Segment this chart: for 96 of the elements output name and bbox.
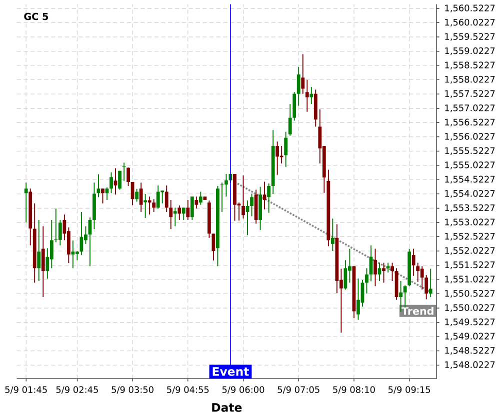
candlestick	[374, 248, 377, 286]
ref-line-label: Event	[212, 366, 249, 376]
x-tick-label: 5/9 06:00	[222, 386, 264, 394]
x-tick-label: 5/9 03:50	[112, 386, 154, 394]
y-tick-label: 1,560.0227	[445, 18, 495, 26]
candlestick	[152, 198, 156, 212]
candlestick	[301, 53, 305, 94]
candlestick	[186, 199, 190, 220]
candlestick	[198, 191, 202, 206]
candlestick	[390, 262, 394, 282]
candlestick	[41, 226, 45, 298]
candlestick	[156, 184, 160, 210]
y-tick-label: 1,551.5227	[445, 261, 495, 269]
y-tick-label: 1,552.5227	[445, 232, 495, 240]
candlestick	[139, 182, 143, 212]
y-tick-label: 1,552.0227	[445, 246, 495, 255]
y-tick-label: 1,558.0227	[445, 76, 495, 84]
x-tick-label: 5/9 02:45	[56, 386, 98, 394]
x-tick-label: 5/9 01:45	[5, 386, 47, 394]
candlestick	[110, 172, 113, 194]
y-tick-label: 1,551.0227	[445, 275, 495, 284]
candlestick	[164, 184, 168, 212]
y-tick-label: 1,556.0227	[445, 132, 495, 140]
y-tick-label: 1,553.5227	[445, 204, 495, 212]
x-tick-label: 5/9 08:10	[333, 386, 375, 394]
candlestick	[416, 262, 420, 282]
candlestick	[262, 181, 266, 210]
candlestick	[250, 192, 254, 217]
candlestick	[24, 182, 28, 223]
x-tick-label: 5/9 07:05	[278, 386, 320, 394]
y-tick-label: 1,555.5227	[445, 147, 495, 155]
candlestick	[126, 166, 130, 186]
candlestick	[75, 250, 79, 260]
y-tick-label: 1,554.0227	[445, 190, 495, 198]
candlestick	[382, 262, 386, 283]
candlestick	[288, 103, 292, 136]
candlestick	[194, 196, 198, 209]
y-tick-label: 1,550.0227	[445, 304, 495, 312]
y-tick-label: 1,556.5227	[445, 118, 495, 126]
candlestick	[101, 188, 104, 204]
candlestick	[412, 248, 416, 276]
candlestick	[118, 170, 122, 190]
candlestick	[344, 259, 348, 290]
candlestick	[276, 140, 280, 176]
candlestick	[224, 173, 228, 197]
candlestick	[280, 145, 284, 164]
candlestick	[420, 265, 424, 290]
candlestick	[330, 218, 334, 252]
candlestick	[169, 199, 173, 230]
candlestick	[242, 174, 245, 219]
y-tick-label: 1,560.5227	[445, 4, 495, 12]
y-tick-label: 1,559.0227	[445, 47, 495, 55]
x-tick-label: 5/9 09:15	[388, 386, 430, 394]
candlestick	[365, 267, 368, 294]
x-tick-label: 5/9 04:55	[167, 386, 209, 394]
candlestick	[130, 181, 134, 206]
candlestick	[182, 206, 186, 220]
candlestick	[305, 79, 309, 112]
y-tick-label: 1,557.0227	[445, 104, 495, 112]
y-tick-label: 1,554.5227	[445, 176, 495, 184]
candlestick	[114, 168, 118, 195]
candlestick	[37, 219, 41, 282]
candlestick	[428, 268, 432, 298]
y-tick-label: 1,549.5227	[445, 318, 495, 326]
candlestick	[144, 193, 148, 218]
candlestick	[148, 196, 152, 215]
y-tick-label: 1,557.5227	[445, 90, 495, 98]
candlestick	[212, 232, 216, 261]
y-tick-label: 1,549.0227	[445, 332, 495, 340]
text: GC 5	[24, 12, 48, 20]
candlestick	[296, 66, 300, 106]
candlestick	[284, 131, 288, 168]
candlestick	[267, 182, 271, 214]
candlestick	[292, 91, 296, 121]
candlestick	[135, 188, 139, 202]
y-tick-label: 1,559.5227	[445, 32, 495, 41]
y-tick-label: 1,558.5227	[445, 61, 495, 70]
y-tick-label: 1,555.0227	[445, 161, 495, 169]
y-tick-label: 1,553.0227	[445, 218, 495, 226]
candlestick	[160, 190, 164, 204]
candlestick	[190, 196, 194, 220]
candlestick	[173, 206, 177, 226]
y-tick-label: 1,548.0227	[445, 361, 495, 369]
x-axis-title: Date	[212, 402, 242, 412]
candlestick	[403, 284, 407, 308]
candlestick	[378, 262, 382, 282]
candlestick	[399, 280, 403, 312]
y-tick-label: 1,550.5227	[445, 290, 495, 298]
series-label: Trend	[402, 306, 434, 315]
candlestick	[58, 219, 62, 246]
candlestick	[71, 240, 75, 268]
candlestick	[424, 274, 428, 300]
candlestick	[178, 204, 182, 220]
y-tick-label: 1,548.5227	[445, 346, 495, 354]
candlestick	[356, 278, 360, 320]
candlestick	[50, 219, 54, 268]
